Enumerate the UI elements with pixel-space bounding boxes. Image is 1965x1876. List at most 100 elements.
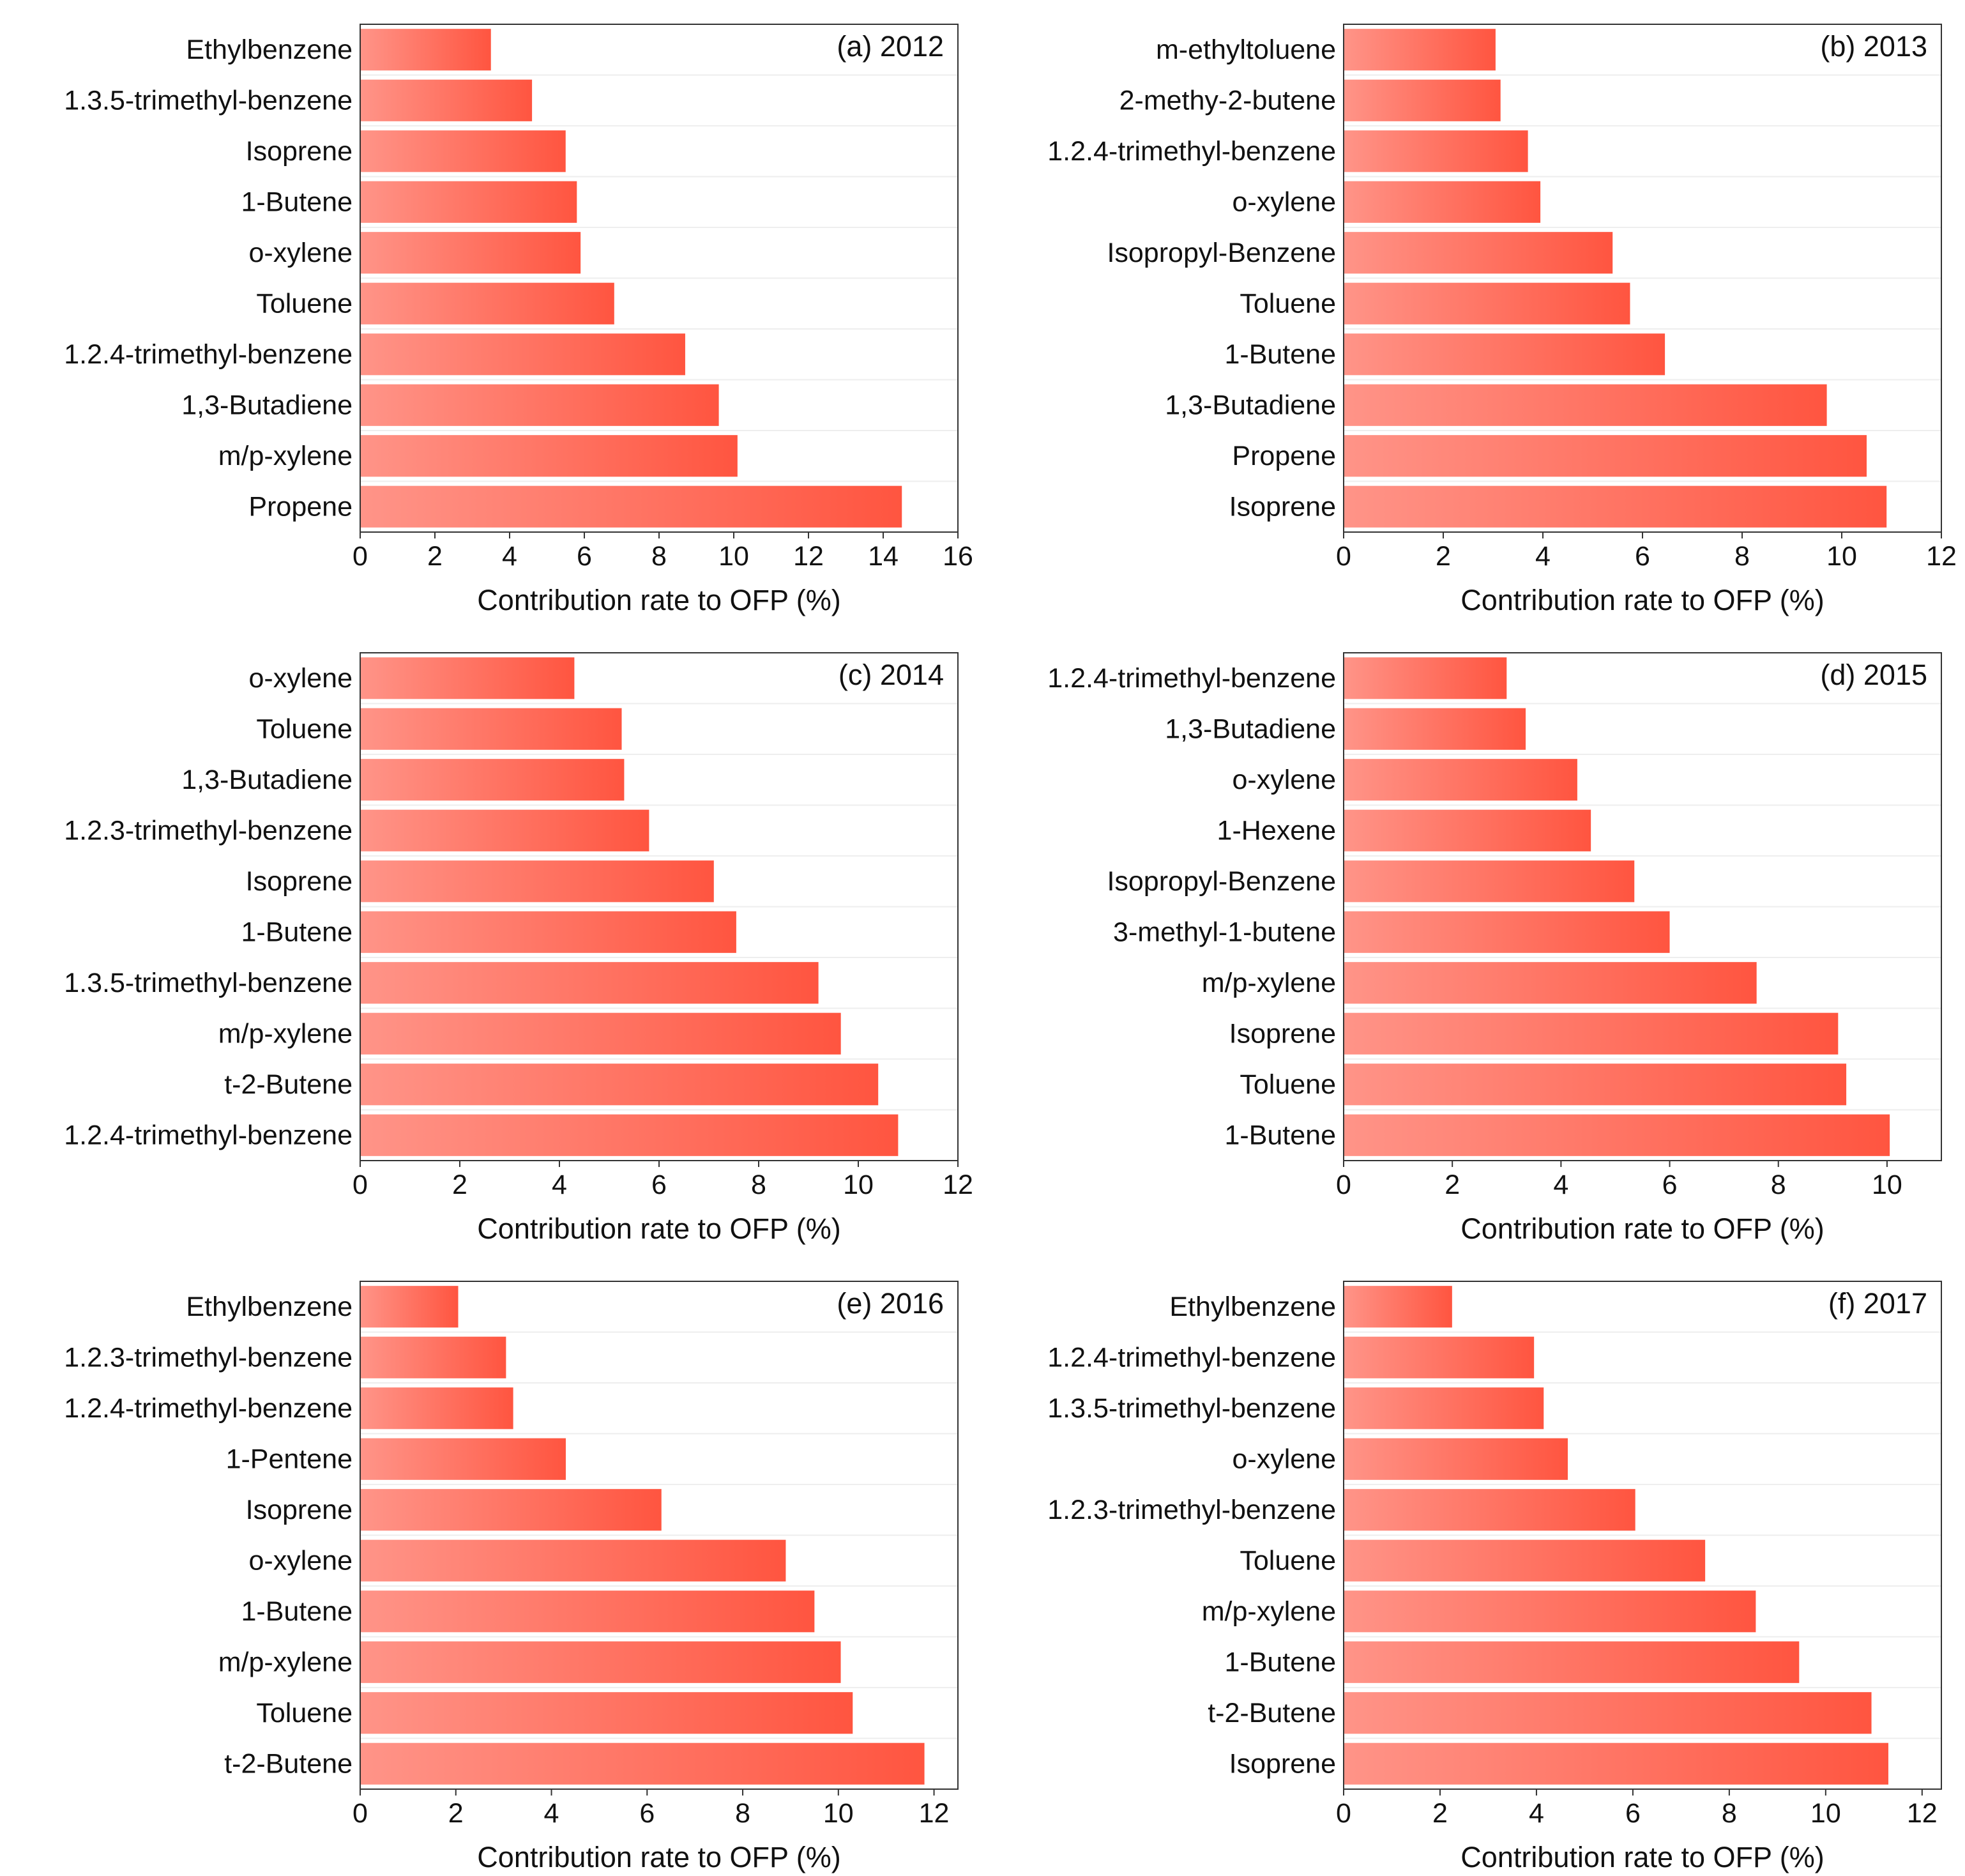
category-label: 1-Butene (1224, 339, 1336, 370)
x-tick-label: 6 (1662, 1170, 1678, 1200)
bar (1344, 708, 1526, 750)
x-tick-label: 2 (1432, 1798, 1448, 1829)
category-label: t-2-Butene (224, 1748, 353, 1779)
bar (361, 435, 738, 477)
category-label: m-ethyltoluene (1156, 34, 1336, 65)
category-label: m/p-xylene (1202, 968, 1336, 998)
x-tick-label: 4 (1553, 1170, 1568, 1200)
category-label: 1.3.5-trimethyl-benzene (64, 968, 353, 998)
x-tick-label: 4 (544, 1798, 559, 1829)
panel-label: (f) 2017 (1828, 1287, 1927, 1320)
bar (361, 130, 566, 172)
x-tick-label: 10 (843, 1170, 874, 1200)
bar (1344, 282, 1630, 324)
bar (1344, 1387, 1544, 1430)
bar (361, 485, 902, 528)
x-tick-label: 6 (577, 541, 592, 572)
bar (1344, 1539, 1706, 1582)
bar (1344, 1286, 1452, 1328)
bar (1344, 1438, 1568, 1480)
bar (361, 809, 649, 851)
x-axis-title: Contribution rate to OFP (%) (477, 584, 840, 616)
x-tick-label: 6 (639, 1798, 655, 1829)
category-label: 1.2.3-trimethyl-benzene (64, 815, 353, 846)
category-label: 3-methyl-1-butene (1113, 917, 1336, 947)
x-axis-title: Contribution rate to OFP (%) (1460, 584, 1824, 616)
x-tick-label: 4 (552, 1170, 567, 1200)
bar (1344, 79, 1501, 121)
category-label: Toluene (1240, 1545, 1336, 1576)
bar (1344, 485, 1887, 528)
bar (1344, 860, 1635, 903)
category-label: Isoprene (246, 1495, 353, 1525)
bar (361, 1286, 459, 1328)
bar (361, 1387, 513, 1430)
x-tick-label: 8 (1722, 1798, 1737, 1829)
bar (1344, 435, 1867, 477)
x-tick-label: 8 (1734, 541, 1750, 572)
x-tick-label: 2 (427, 541, 443, 572)
category-label: m/p-xylene (1202, 1596, 1336, 1627)
x-tick-label: 0 (1336, 1798, 1351, 1829)
bar (1344, 1064, 1847, 1106)
x-axis-title: Contribution rate to OFP (%) (477, 1212, 840, 1245)
bar (1344, 1012, 1839, 1055)
category-label: Ethylbenzene (186, 34, 353, 65)
bar (361, 384, 719, 426)
chart-panel-2: m-ethyltoluene 2-methy-2-butene 1.2.4-trim… (1047, 24, 1957, 616)
category-label: 1-Butene (241, 917, 353, 947)
category-label: o-xylene (1232, 765, 1336, 795)
bar (361, 962, 819, 1004)
x-tick-label: 10 (1872, 1170, 1902, 1200)
x-tick-label: 0 (353, 1798, 368, 1829)
category-label: o-xylene (1232, 1444, 1336, 1474)
bar (361, 1438, 566, 1480)
bar (361, 79, 533, 121)
x-tick-label: 10 (1826, 541, 1857, 572)
bar (1344, 1743, 1888, 1785)
chart-panel-5: Ethylbenzene 1.2.3-trimethyl-benzene 1.2.4… (64, 1281, 959, 1873)
x-axis-title: Contribution rate to OFP (%) (1460, 1841, 1824, 1873)
bar (361, 282, 614, 324)
category-label: 1-Hexene (1217, 815, 1336, 846)
x-tick-label: 2 (448, 1798, 464, 1829)
category-label: m/p-xylene (218, 1018, 353, 1049)
x-tick-label: 8 (651, 541, 667, 572)
panel-label: (c) 2014 (838, 659, 944, 691)
bar (361, 1012, 841, 1055)
chart-panel-4: 1.2.4-trimethyl-benzene 1,3-Butadiene o-xy… (1047, 652, 1942, 1245)
x-tick-label: 2 (1445, 1170, 1460, 1200)
bar (361, 29, 491, 71)
x-tick-label: 10 (1810, 1798, 1841, 1829)
bar (361, 1539, 786, 1582)
bar (1344, 809, 1591, 851)
category-label: 2-methy-2-butene (1119, 85, 1336, 116)
plot-frame (360, 1281, 959, 1790)
x-tick-label: 6 (651, 1170, 667, 1200)
bar (361, 1064, 879, 1106)
bar (361, 181, 577, 223)
category-label: Toluene (256, 1698, 353, 1728)
x-tick-label: 6 (1635, 541, 1650, 572)
bar (1344, 181, 1541, 223)
x-tick-label: 10 (718, 541, 749, 572)
category-label: 1.2.4-trimethyl-benzene (64, 339, 353, 370)
category-label: Ethylbenzene (186, 1292, 353, 1322)
category-label: Propene (1232, 441, 1336, 471)
category-label: Isoprene (246, 136, 353, 167)
bar (1344, 384, 1827, 426)
category-label: 1,3-Butadiene (1165, 713, 1336, 744)
bar (361, 708, 622, 750)
category-label: Toluene (256, 713, 353, 744)
category-label: Toluene (256, 288, 353, 319)
bar (1344, 657, 1507, 699)
category-label: Isoprene (1229, 1018, 1336, 1049)
category-label: 1-Butene (241, 1596, 353, 1627)
x-tick-label: 12 (793, 541, 824, 572)
bar (361, 1590, 815, 1633)
category-label: o-xylene (248, 1545, 353, 1576)
bar (361, 1336, 506, 1378)
x-tick-label: 12 (919, 1798, 950, 1829)
x-tick-label: 0 (1336, 1170, 1351, 1200)
bar (361, 1489, 662, 1531)
